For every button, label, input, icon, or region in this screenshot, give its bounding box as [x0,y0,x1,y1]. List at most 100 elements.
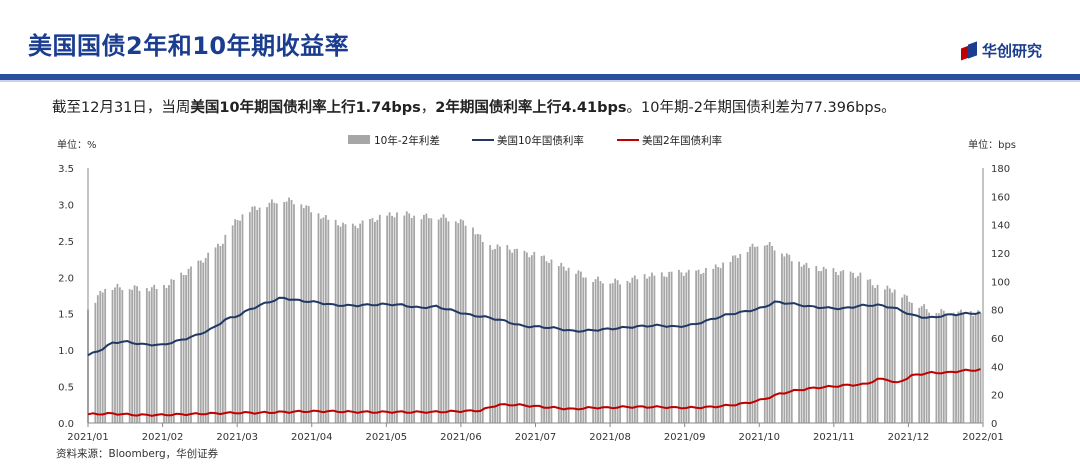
spread-bar [888,288,891,423]
us2y-line [87,368,981,417]
spread-bar [648,276,651,423]
spread-bar [266,207,268,423]
spread-bar [116,283,119,423]
spread-bar [410,217,413,423]
spread-bar [111,289,114,423]
spread-bar [611,283,614,423]
spread-bar [361,220,364,423]
spread-bar [288,197,290,423]
spread-bar [271,199,273,423]
spread-bar [739,253,742,423]
spread-bar [869,279,872,423]
left-tick-label: 1.0 [58,346,74,357]
left-tick-label: 3.0 [58,200,74,211]
spread-bar [133,285,136,423]
spread-bar [805,262,808,423]
chart-axes: 0.0 0.5 1.0 1.5 2.0 2.5 3.0 3.5 0 20 40 60 80 100 120 1… [57,138,1016,443]
spread-bar [876,284,879,423]
spread-bar [386,215,389,423]
spread-bar [592,282,595,423]
spread-bar [530,255,533,423]
spread-bar [99,290,102,423]
spread-bar [533,251,536,423]
spread-bar [599,281,602,423]
spread-bar [523,250,526,423]
spread-bar [734,255,737,423]
spread-bar [199,260,202,423]
spread-bar [832,268,835,423]
spread-bar [182,274,185,423]
spread-bar [643,274,646,423]
spread-bar [354,225,357,423]
spread-bar [104,288,107,423]
spread-bar [405,211,408,423]
spread-bar [172,279,175,423]
spread-bar [342,222,344,423]
spread-bar [920,306,923,423]
spread-bar [307,205,310,423]
spread-bar [687,269,690,423]
spread-bar [543,255,545,423]
spread-bar [754,247,756,423]
spread-bar [700,274,702,423]
spread-bar [408,213,411,423]
spread-bar [567,267,570,423]
spread-bar [391,215,393,423]
spread-bar [305,205,308,423]
legend-label-spread: 10年-2年利差 [374,134,440,147]
right-tick-label: 160 [991,192,1010,203]
spread-bar [481,242,484,423]
summary-bold-1: 美国10年期国债利率上行1.74bps [190,100,421,116]
header-divider [0,74,1080,80]
spread-bar [239,220,241,423]
spread-bar [629,282,631,423]
spread-bar [697,269,700,423]
spread-bar [886,285,889,423]
spread-bar [310,212,313,423]
spread-bar [293,204,295,423]
spread-bar [729,261,732,423]
spread-bar [317,213,320,423]
spread-bar [616,280,619,423]
spread-bar [241,214,244,423]
spread-bar [781,253,783,423]
spread-bar [866,279,869,423]
spread-bar [445,217,447,423]
spread-bar [940,309,943,423]
spread-bar [893,289,896,423]
spread-bar [756,246,759,423]
spread-bar [275,203,278,423]
x-tick-label: 2021/12 [888,432,930,443]
spread-bar [145,288,148,423]
spread-bar [631,277,634,423]
spread-bar [138,290,141,423]
spread-bar [714,264,717,423]
spread-bar [285,201,288,423]
spread-bar [396,212,398,423]
spread-bar [763,245,766,423]
spread-bar [854,277,857,423]
spread-bar [651,272,653,423]
spread-bar [749,246,751,423]
spread-bar [871,285,874,423]
spread-bar [94,302,97,423]
spread-bar [462,220,465,423]
spread-bar [773,250,776,423]
left-tick-label: 1.5 [58,310,74,321]
spread-bar [217,243,219,423]
spread-bar [153,284,156,423]
chart-legend: 10年-2年利差 美国10年国债利率 美国2年国债利率 [348,134,722,147]
spread-bar [908,301,911,423]
spread-bar [224,234,227,423]
x-tick-label: 2021/09 [664,432,706,443]
spread-bar [101,292,104,423]
spread-bar [746,252,749,423]
spread-bar [513,249,516,423]
spread-bar [290,199,293,423]
spread-bar [447,221,450,423]
spread-bar [506,245,509,423]
spread-bar [128,289,131,423]
spread-bar [785,253,788,423]
spread-bar [322,217,325,423]
spread-bar [582,277,585,423]
